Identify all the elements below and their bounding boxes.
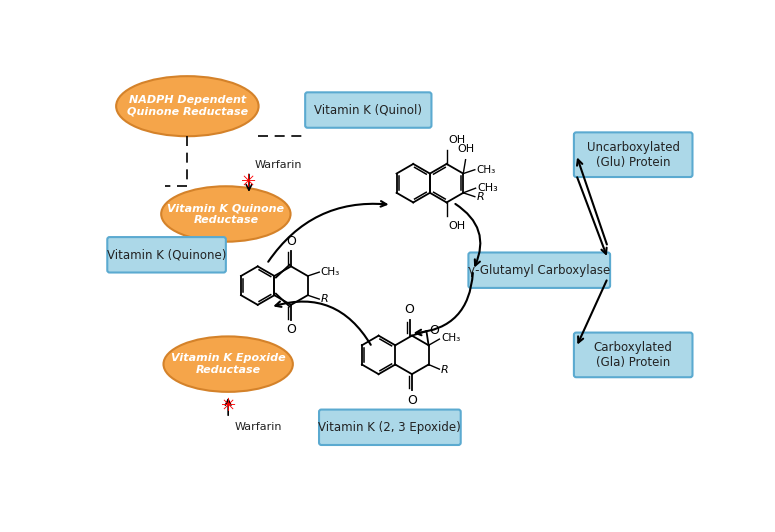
Text: R: R (321, 294, 329, 304)
Text: OH: OH (448, 136, 465, 145)
Text: Uncarboxylated
(Glu) Protein: Uncarboxylated (Glu) Protein (587, 140, 680, 169)
Text: O: O (407, 394, 417, 407)
Ellipse shape (161, 186, 291, 242)
Text: CH₃: CH₃ (441, 334, 460, 343)
Text: OH: OH (448, 221, 465, 231)
FancyBboxPatch shape (574, 332, 693, 377)
Text: Vitamin K (Quinone): Vitamin K (Quinone) (107, 248, 226, 261)
FancyBboxPatch shape (305, 93, 432, 128)
FancyBboxPatch shape (107, 237, 226, 272)
Text: Vitamin K Quinone
Reductase: Vitamin K Quinone Reductase (167, 203, 284, 225)
Text: OH: OH (457, 144, 474, 154)
Text: O: O (429, 324, 439, 337)
Text: O: O (286, 235, 296, 248)
Text: CH₃: CH₃ (477, 165, 495, 174)
Text: O: O (286, 323, 296, 336)
Ellipse shape (164, 336, 293, 392)
Text: O: O (404, 303, 414, 315)
Text: CH₃: CH₃ (477, 183, 498, 193)
FancyBboxPatch shape (468, 253, 610, 288)
Text: Vitamin K (2, 3 Epoxide): Vitamin K (2, 3 Epoxide) (319, 421, 461, 434)
Text: R: R (441, 365, 449, 375)
Text: Carboxylated
(Gla) Protein: Carboxylated (Gla) Protein (594, 341, 673, 369)
Text: Vitamin K (Quinol): Vitamin K (Quinol) (315, 104, 422, 117)
Text: NADPH Dependent
Quinone Reductase: NADPH Dependent Quinone Reductase (127, 95, 248, 117)
Text: R: R (477, 192, 484, 202)
Text: Warfarin: Warfarin (255, 161, 302, 170)
Text: CH₃: CH₃ (321, 267, 340, 277)
Text: Warfarin: Warfarin (234, 422, 282, 432)
Text: ✳: ✳ (221, 397, 236, 415)
FancyBboxPatch shape (574, 132, 693, 177)
FancyBboxPatch shape (319, 410, 460, 445)
Text: Vitamin K Epoxide
Reductase: Vitamin K Epoxide Reductase (170, 353, 285, 375)
Text: ✳: ✳ (241, 173, 257, 190)
Ellipse shape (116, 76, 259, 136)
Text: γ-Glutamyl Carboxylase: γ-Glutamyl Carboxylase (468, 264, 611, 277)
